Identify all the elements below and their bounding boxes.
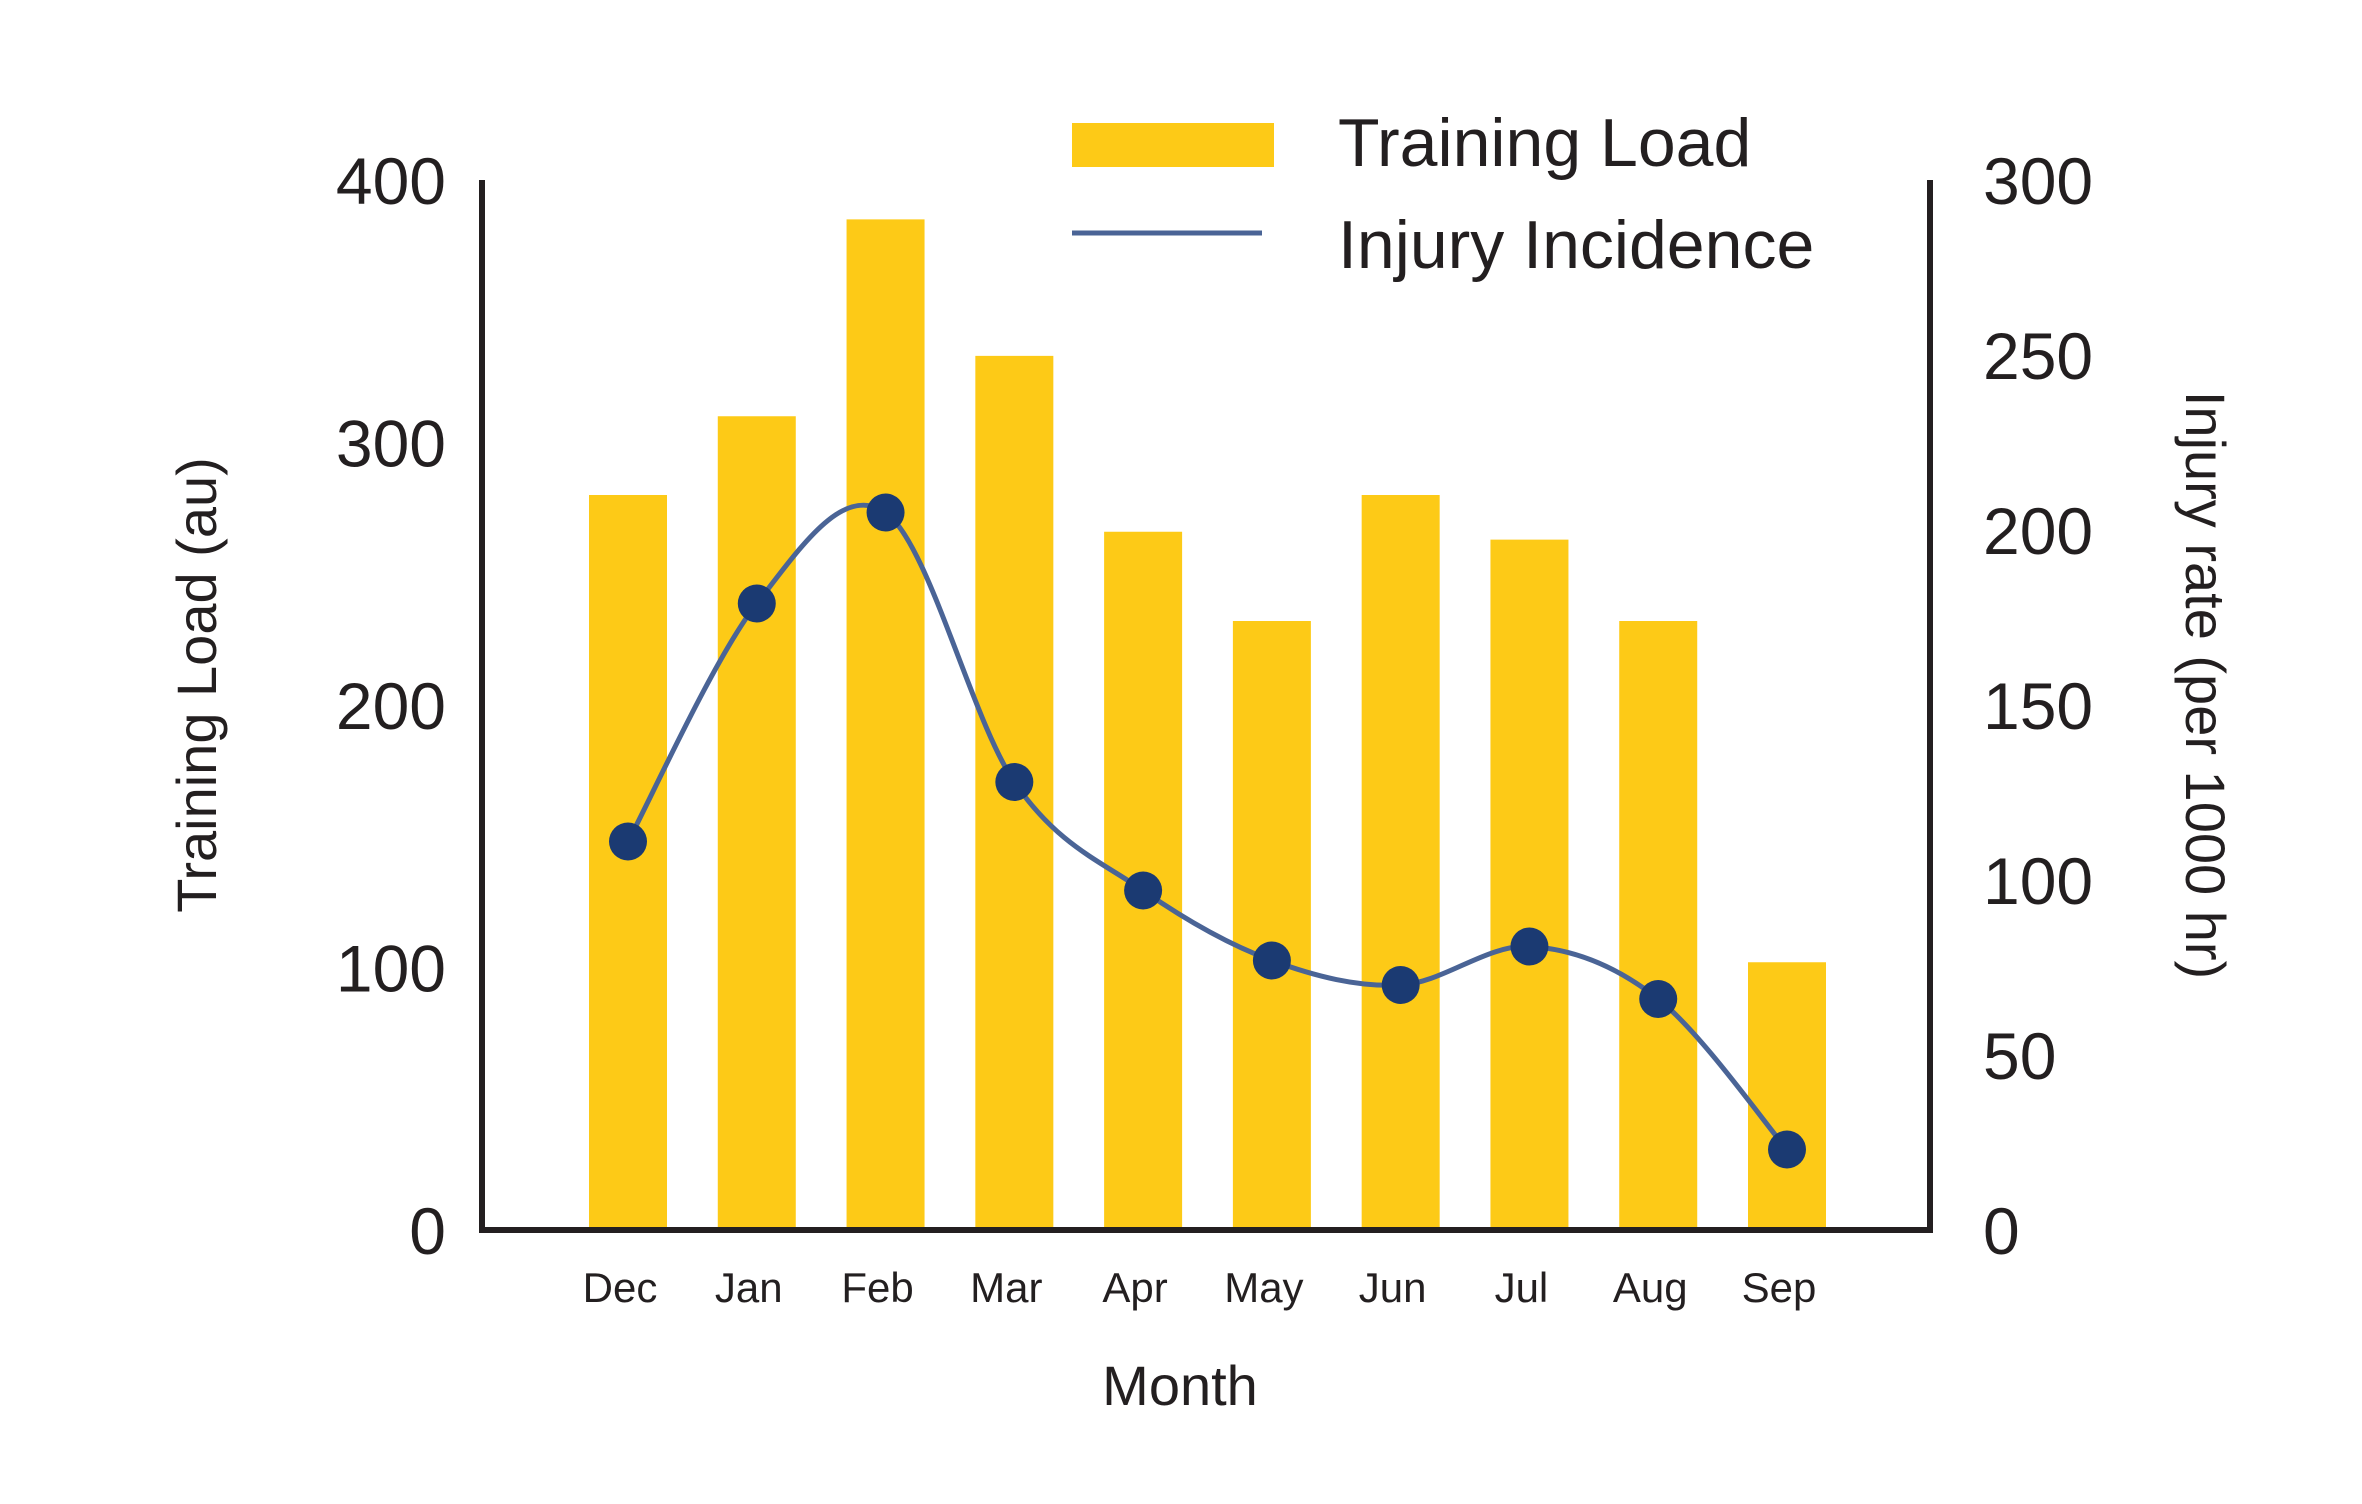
right-tick-label: 250 xyxy=(1983,319,2093,393)
injury-point-feb xyxy=(866,493,905,532)
legend-training-load-label: Training Load xyxy=(1338,105,1751,181)
left-tick-label: 0 xyxy=(409,1194,446,1268)
injury-point-aug xyxy=(1639,980,1678,1018)
left-tick-label: 400 xyxy=(336,144,446,218)
right-tick-label: 50 xyxy=(1983,1019,2056,1093)
right-tick-label: 200 xyxy=(1983,494,2093,568)
legend: Training Load Injury Incidence xyxy=(1072,105,1814,283)
bar-aug xyxy=(1619,621,1698,1230)
x-tick-label-may: May xyxy=(1224,1264,1303,1311)
legend-training-load-swatch xyxy=(1072,123,1274,167)
injury-point-may xyxy=(1252,941,1291,980)
x-tick-label-aug: Aug xyxy=(1613,1264,1688,1311)
x-tick-label-jan: Jan xyxy=(715,1264,783,1311)
injury-point-mar xyxy=(995,763,1034,801)
axes-layer xyxy=(479,180,1933,1233)
bars-layer xyxy=(589,219,1826,1230)
right-tick-label: 300 xyxy=(1983,144,2093,218)
right-tick-label: 150 xyxy=(1983,669,2093,743)
injury-point-apr xyxy=(1124,871,1163,910)
injury-point-dec xyxy=(609,822,647,861)
bar-jan xyxy=(717,416,796,1230)
x-tick-label-jul: Jul xyxy=(1495,1264,1549,1311)
x-tick-label-mar: Mar xyxy=(970,1264,1042,1311)
left-tick-label: 200 xyxy=(336,669,446,743)
x-tick-label-dec: Dec xyxy=(583,1264,658,1311)
injury-point-jun xyxy=(1381,966,1420,1004)
x-axis-title: Month xyxy=(1102,1354,1258,1417)
bar-sep xyxy=(1748,962,1826,1230)
x-tick-label-feb: Feb xyxy=(841,1264,913,1311)
right-tick-label: 0 xyxy=(1983,1194,2020,1268)
left-tick-label: 300 xyxy=(336,407,446,481)
x-tick-label-apr: Apr xyxy=(1102,1264,1167,1311)
x-tick-label-sep: Sep xyxy=(1742,1264,1817,1311)
injury-point-jul xyxy=(1510,927,1549,966)
right-tick-label: 100 xyxy=(1983,844,2093,918)
left-tick-label: 100 xyxy=(336,932,446,1006)
bar-feb xyxy=(846,219,925,1230)
line-layer xyxy=(609,493,1806,1169)
bar-may xyxy=(1232,621,1311,1230)
bar-jun xyxy=(1361,495,1440,1230)
left-axis-title: Training Load (au) xyxy=(165,457,228,913)
injury-point-sep xyxy=(1768,1130,1806,1169)
injury-point-jan xyxy=(737,584,776,623)
bar-jul xyxy=(1490,539,1569,1230)
legend-injury-incidence-label: Injury Incidence xyxy=(1338,207,1814,283)
bar-dec xyxy=(589,495,667,1230)
injury-incidence-line xyxy=(625,502,1789,1152)
ticks-layer: 0 100 200 300 400 0 50 100 150 200 250 300 Dec Jan Feb… xyxy=(336,144,2093,1311)
x-tick-label-jun: Jun xyxy=(1359,1264,1427,1311)
right-axis-title: Injury rate (per 1000 hr) xyxy=(2174,391,2237,979)
